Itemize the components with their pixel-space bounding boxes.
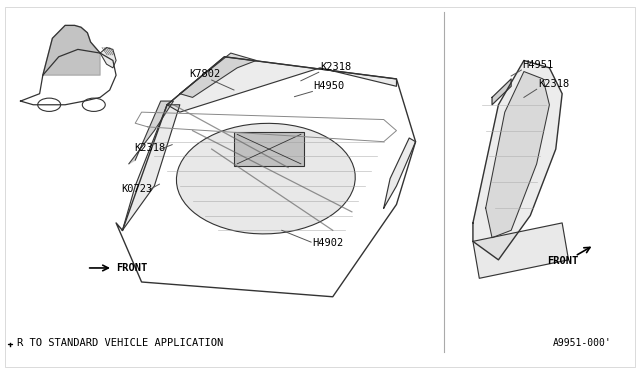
Text: K7802: K7802 <box>189 69 221 79</box>
Text: K0723: K0723 <box>121 184 152 194</box>
Text: K2318: K2318 <box>134 142 165 153</box>
Text: R TO STANDARD VEHICLE APPLICATION: R TO STANDARD VEHICLE APPLICATION <box>17 338 223 348</box>
Text: A9951-000': A9951-000' <box>552 338 611 348</box>
Polygon shape <box>167 57 396 112</box>
Text: FRONT: FRONT <box>547 256 579 266</box>
Polygon shape <box>180 53 256 97</box>
Polygon shape <box>486 71 549 238</box>
Ellipse shape <box>177 124 355 234</box>
Text: K2318: K2318 <box>539 79 570 89</box>
Text: H4951: H4951 <box>523 60 554 70</box>
Polygon shape <box>492 79 511 105</box>
FancyBboxPatch shape <box>234 132 304 166</box>
Text: K2318: K2318 <box>320 62 351 72</box>
Polygon shape <box>473 61 562 260</box>
Text: H4950: H4950 <box>314 81 345 91</box>
Polygon shape <box>100 48 116 68</box>
Text: H4902: H4902 <box>312 238 344 248</box>
Polygon shape <box>43 25 100 75</box>
Polygon shape <box>129 101 173 164</box>
Polygon shape <box>473 223 568 278</box>
Polygon shape <box>384 138 415 208</box>
Polygon shape <box>122 105 180 230</box>
Text: FRONT: FRONT <box>116 263 147 273</box>
